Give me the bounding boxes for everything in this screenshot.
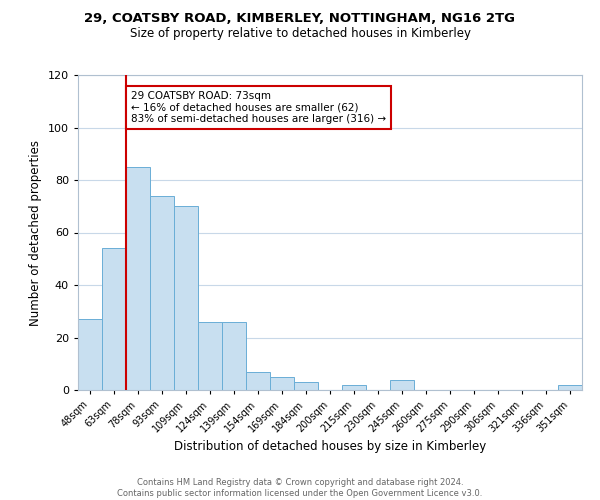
Bar [198, 322, 222, 390]
Bar [246, 372, 270, 390]
Text: Size of property relative to detached houses in Kimberley: Size of property relative to detached ho… [130, 28, 470, 40]
Bar [270, 377, 294, 390]
Text: 29 COATSBY ROAD: 73sqm
← 16% of detached houses are smaller (62)
83% of semi-det: 29 COATSBY ROAD: 73sqm ← 16% of detached… [131, 91, 386, 124]
Text: Contains HM Land Registry data © Crown copyright and database right 2024.
Contai: Contains HM Land Registry data © Crown c… [118, 478, 482, 498]
Bar [150, 196, 174, 390]
Text: 29, COATSBY ROAD, KIMBERLEY, NOTTINGHAM, NG16 2TG: 29, COATSBY ROAD, KIMBERLEY, NOTTINGHAM,… [85, 12, 515, 26]
Bar [222, 322, 246, 390]
Bar [78, 319, 102, 390]
Bar [126, 167, 150, 390]
X-axis label: Distribution of detached houses by size in Kimberley: Distribution of detached houses by size … [174, 440, 486, 452]
Bar [294, 382, 318, 390]
Y-axis label: Number of detached properties: Number of detached properties [29, 140, 42, 326]
Bar [390, 380, 414, 390]
Bar [174, 206, 198, 390]
Bar [558, 385, 582, 390]
Bar [342, 385, 366, 390]
Bar [102, 248, 126, 390]
